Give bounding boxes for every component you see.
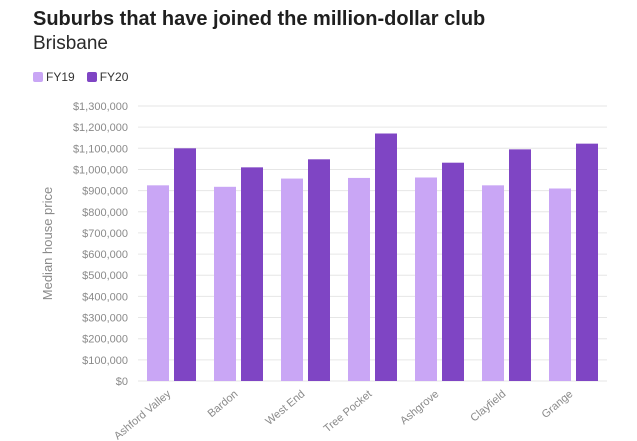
y-tick-label: $400,000 — [82, 291, 128, 303]
bar-fy20 — [174, 148, 196, 381]
y-tick-label: $600,000 — [82, 249, 128, 261]
y-tick-label: $0 — [116, 376, 128, 388]
y-tick-label: $900,000 — [82, 186, 128, 198]
x-tick-label: Ashford Valley — [112, 388, 174, 441]
legend-item-fy19: FY19 — [33, 70, 75, 84]
legend-label-fy19: FY19 — [46, 70, 75, 84]
bar-fy19 — [549, 188, 571, 381]
bar-fy19 — [147, 185, 169, 381]
legend-swatch-fy19 — [33, 72, 43, 82]
x-tick-label: Bardon — [206, 388, 241, 420]
bar-fy20 — [375, 133, 397, 381]
bar-fy19 — [214, 186, 236, 381]
x-tick-label: Ashgrove — [398, 388, 441, 427]
y-tick-label: $100,000 — [82, 355, 128, 367]
chart-subtitle: Brisbane — [33, 33, 108, 54]
x-tick-label: Grange — [540, 388, 576, 421]
bar-fy20 — [241, 167, 263, 381]
y-tick-label: $700,000 — [82, 228, 128, 240]
x-tick-label: Tree Pocket — [322, 388, 375, 435]
x-tick-label: West End — [263, 388, 307, 428]
chart-title: Suburbs that have joined the million-dol… — [33, 8, 486, 30]
bar-fy19 — [348, 177, 370, 381]
bar-fy19 — [415, 177, 437, 381]
legend: FY19 FY20 — [33, 70, 140, 84]
bar-fy19 — [482, 185, 504, 381]
legend-swatch-fy20 — [86, 72, 97, 82]
y-tick-label: $1,300,000 — [73, 101, 128, 113]
bar-fy19 — [281, 178, 303, 381]
y-axis-label: Median house price — [40, 187, 55, 300]
y-tick-label: $1,200,000 — [73, 122, 128, 134]
bar-fy20 — [308, 159, 330, 381]
bar-fy20 — [509, 149, 531, 381]
y-tick-label: $1,100,000 — [73, 143, 128, 155]
y-tick-label: $300,000 — [82, 313, 128, 325]
legend-label-fy20: FY20 — [99, 70, 129, 84]
y-tick-label: $200,000 — [82, 334, 128, 346]
y-tick-label: $500,000 — [82, 270, 128, 282]
legend-item-fy20: FY20 — [86, 70, 129, 84]
bar-fy20 — [576, 143, 598, 381]
y-tick-label: $800,000 — [82, 207, 128, 219]
y-tick-label: $1,000,000 — [73, 164, 128, 176]
x-tick-label: Clayfield — [468, 388, 508, 424]
bar-fy20 — [442, 162, 464, 381]
